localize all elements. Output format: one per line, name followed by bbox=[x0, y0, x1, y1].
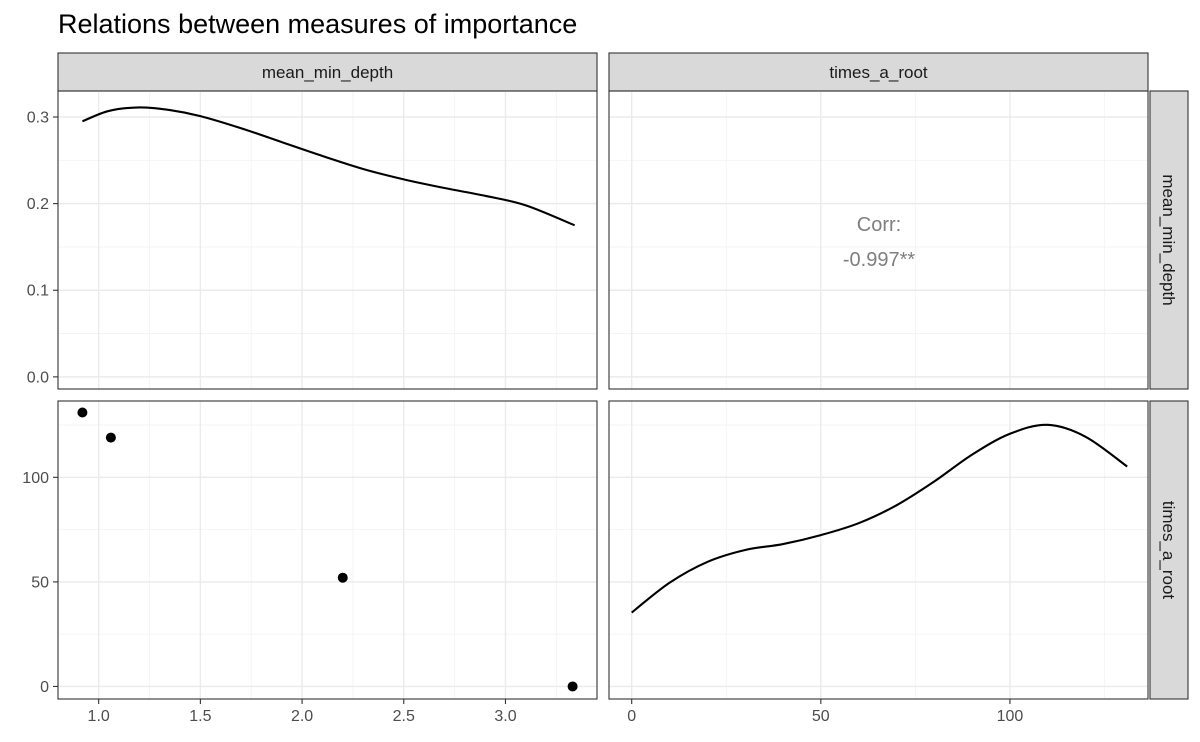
x-tick-label-mean-min-depth: 1.0 bbox=[88, 708, 110, 725]
y-tick-label-density: 0.1 bbox=[27, 283, 49, 300]
y-tick-label-times-a-root: 0 bbox=[40, 679, 49, 696]
y-tick-label-times-a-root: 100 bbox=[22, 470, 49, 487]
strip-right-mean-min-depth-label: mean_min_depth bbox=[1159, 174, 1178, 305]
strip-right-times-a-root-label: times_a_root bbox=[1159, 501, 1178, 600]
correlation-label: Corr: bbox=[857, 214, 901, 236]
strip-top-times-a-root-label: times_a_root bbox=[829, 63, 928, 82]
y-tick-label-density: 0.2 bbox=[27, 196, 49, 213]
y-tick-label-times-a-root: 50 bbox=[31, 574, 49, 591]
scatter-point bbox=[105, 432, 116, 443]
x-tick-label-times-a-root: 50 bbox=[812, 708, 830, 725]
strip-top-mean-min-depth-label: mean_min_depth bbox=[262, 63, 393, 82]
strip-top-mean-min-depth bbox=[57, 52, 598, 92]
panel-density-mean-min-depth bbox=[57, 90, 598, 390]
x-tick-label-times-a-root: 0 bbox=[627, 708, 636, 725]
y-tick-label-density: 0.0 bbox=[27, 369, 49, 386]
x-tick-label-times-a-root: 100 bbox=[997, 708, 1024, 725]
strip-right-times-a-root bbox=[1149, 400, 1189, 700]
density-curve-times-a-root bbox=[631, 423, 1128, 614]
correlation-value: -0.997** bbox=[843, 249, 915, 271]
panel-scatter bbox=[57, 400, 598, 700]
axes-layer: 0.0 0.1 0.2 0.3 0 50 100 1.0 1.5 2.0 2.5 3.0 0 50 100 bbox=[22, 109, 1023, 725]
strip-right-mean-min-depth bbox=[1149, 90, 1189, 390]
scatter-point bbox=[337, 572, 348, 583]
x-tick-label-mean-min-depth: 2.5 bbox=[393, 708, 415, 725]
x-tick-label-mean-min-depth: 2.0 bbox=[291, 708, 313, 725]
x-tick-label-mean-min-depth: 1.5 bbox=[189, 708, 211, 725]
y-tick-label-density: 0.3 bbox=[27, 109, 49, 126]
density-curve-mean-min-depth bbox=[82, 106, 576, 227]
panel-border-density-times-a-root bbox=[608, 400, 1149, 700]
panel-border-density-mean-min-depth bbox=[57, 90, 598, 390]
panel-correlation: Corr: -0.997** bbox=[608, 90, 1149, 390]
scatter-point bbox=[567, 681, 578, 692]
scatter-point bbox=[77, 407, 88, 418]
panel-border-correlation bbox=[608, 90, 1149, 390]
strip-top-times-a-root bbox=[608, 52, 1149, 92]
chart-title: Relations between measures of importance bbox=[58, 9, 577, 39]
panel-border-scatter bbox=[57, 400, 598, 700]
panel-density-times-a-root bbox=[608, 400, 1149, 700]
x-tick-label-mean-min-depth: 3.0 bbox=[494, 708, 516, 725]
